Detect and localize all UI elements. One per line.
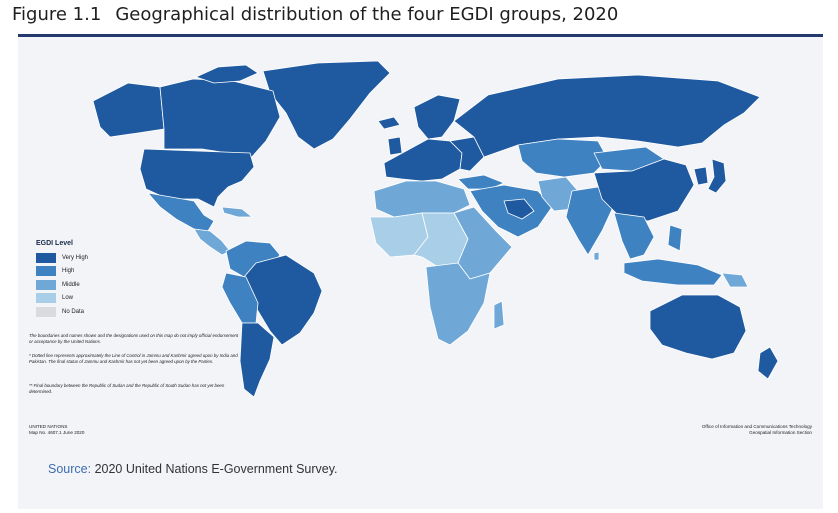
legend-label: High [62, 268, 75, 275]
region-australia [649, 294, 747, 360]
sudan-note: ** Final boundary between the Republic o… [29, 383, 225, 394]
figure-number: Figure 1.1 [12, 4, 102, 25]
legend-swatch [36, 279, 56, 290]
ict-credit-line: Office of Information and Communications… [701, 424, 812, 429]
legend-item: Middle [36, 278, 88, 292]
source-text: 2020 United Nations E-Government Survey. [94, 462, 338, 476]
kashmir-note: * Dotted line represents approximately t… [29, 353, 238, 364]
map-legend: EGDI Level Very High High Middle Low No … [36, 240, 88, 319]
legend-item: Low [36, 292, 88, 306]
region-china [593, 158, 695, 222]
region-madagascar [493, 300, 505, 330]
geospatial-section-line: Geospatial Information Section [749, 430, 812, 435]
legend-swatch [36, 293, 56, 304]
region-new-zealand [757, 346, 779, 380]
region-russia [453, 74, 761, 158]
legend-item: Very High [36, 251, 88, 265]
legend-label: No Data [62, 308, 85, 315]
figure-title: Figure 1.1 Geographical distribution of t… [12, 4, 618, 25]
source-note: Source: 2020 United Nations E-Government… [48, 462, 338, 476]
ict-credit: Office of Information and Communications… [702, 424, 812, 436]
region-caribbean [221, 206, 253, 218]
region-southern-cone [239, 322, 275, 398]
map-number: Map No. 4607.1 June 2020 [29, 430, 85, 435]
legend-label: Low [62, 295, 74, 302]
region-alaska [92, 82, 165, 138]
source-label: Source: [48, 462, 92, 476]
title-rule [18, 34, 823, 37]
legend-swatch [36, 266, 56, 277]
legend-swatch [36, 306, 56, 317]
region-philippines [667, 224, 683, 252]
region-arctic-islands [195, 64, 259, 84]
legend-label: Very High [62, 254, 89, 261]
region-north-africa [373, 180, 471, 218]
world-map [18, 41, 823, 421]
legend-label: Middle [62, 281, 80, 288]
region-scandinavia [413, 94, 461, 140]
region-papua-new-guinea [721, 272, 749, 288]
region-greenland [262, 60, 391, 150]
region-usa [139, 148, 255, 208]
region-korea [693, 166, 709, 186]
region-canada [159, 78, 281, 160]
figure-title-text: Geographical distribution of the four EG… [115, 4, 619, 25]
region-sri-lanka [593, 251, 600, 261]
region-central-america [193, 228, 231, 256]
boundary-disclaimer: The boundaries and names shown and the d… [29, 333, 239, 344]
legend-item: High [36, 265, 88, 279]
un-credit-line: UNITED NATIONS [29, 424, 68, 429]
region-southern-africa [425, 262, 491, 346]
region-central-asia [517, 138, 609, 178]
region-indonesia [623, 258, 723, 286]
un-credit: UNITED NATIONS Map No. 4607.1 June 2020 [29, 424, 84, 436]
region-southeast-asia [613, 212, 655, 260]
legend-swatch [36, 252, 56, 263]
legend-item: No Data [36, 305, 88, 319]
legend-title: EGDI Level [36, 240, 73, 247]
region-gulf-states [503, 198, 535, 220]
region-iceland [377, 116, 401, 130]
region-uk-ireland [387, 136, 403, 156]
region-japan [707, 158, 727, 194]
